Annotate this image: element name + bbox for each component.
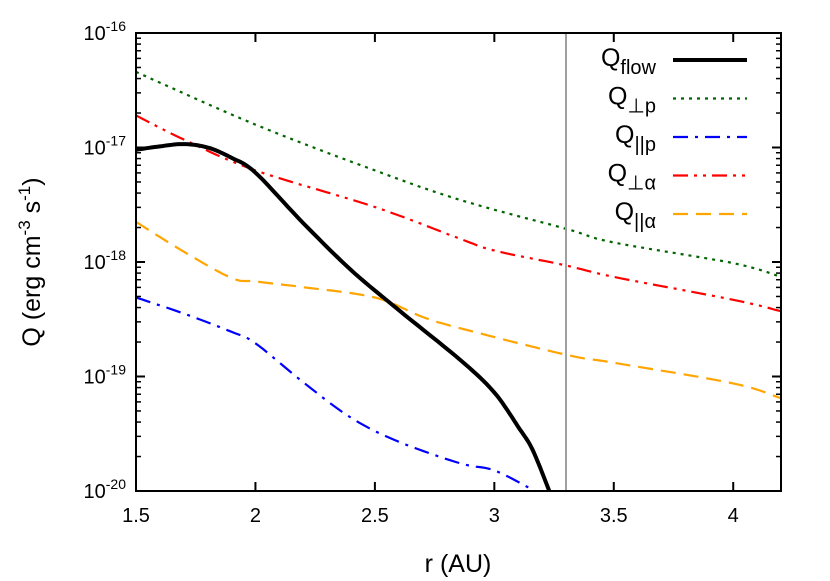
curves [135,70,782,492]
y-tick-label: 10-18 [84,247,127,274]
y-tick-label: 10-20 [84,476,127,503]
legend-entry: Q||p [615,121,747,156]
legend-entry: Q⊥p [608,83,747,118]
series-line-4 [135,220,782,400]
y-tick-label: 10-16 [84,18,127,45]
x-tick-label: 3.5 [600,505,628,527]
legend-label: Q⊥α [608,160,656,195]
y-axis-label: Q (erg cm-3 s-1) [15,177,46,346]
y-tick-label: 10-19 [84,362,127,389]
series-line-0 [135,142,552,492]
x-tick-label: 1.5 [122,505,150,527]
legend-label: Q||α [615,198,656,233]
legend-label: Qflow [601,44,657,79]
series-line-2 [135,296,536,492]
x-tick-labels: 1.5 2 2.5 3 3.5 4 [122,505,739,527]
series-line-1 [135,70,782,278]
x-tick-label: 2 [250,505,261,527]
x-tick-label: 2.5 [361,505,389,527]
legend-label: Q⊥p [608,83,656,118]
x-tick-label: 3 [489,505,500,527]
ticks [135,32,781,492]
legend-entry: Qflow [601,44,747,79]
plot-frame [135,32,782,492]
y-tick-labels: 10-16 10-17 10-18 10-19 10-20 [84,18,127,503]
legend: Qflow Q⊥pQ||p Q⊥αQ||α [601,44,747,233]
x-axis-label: r (AU) [425,550,492,578]
legend-entry: Q⊥α [608,160,747,195]
legend-label: Q||p [615,121,656,156]
y-tick-label: 10-17 [84,133,127,160]
series-line-3 [135,114,782,313]
x-tick-label: 4 [728,505,739,527]
legend-entry: Q||α [615,198,747,233]
